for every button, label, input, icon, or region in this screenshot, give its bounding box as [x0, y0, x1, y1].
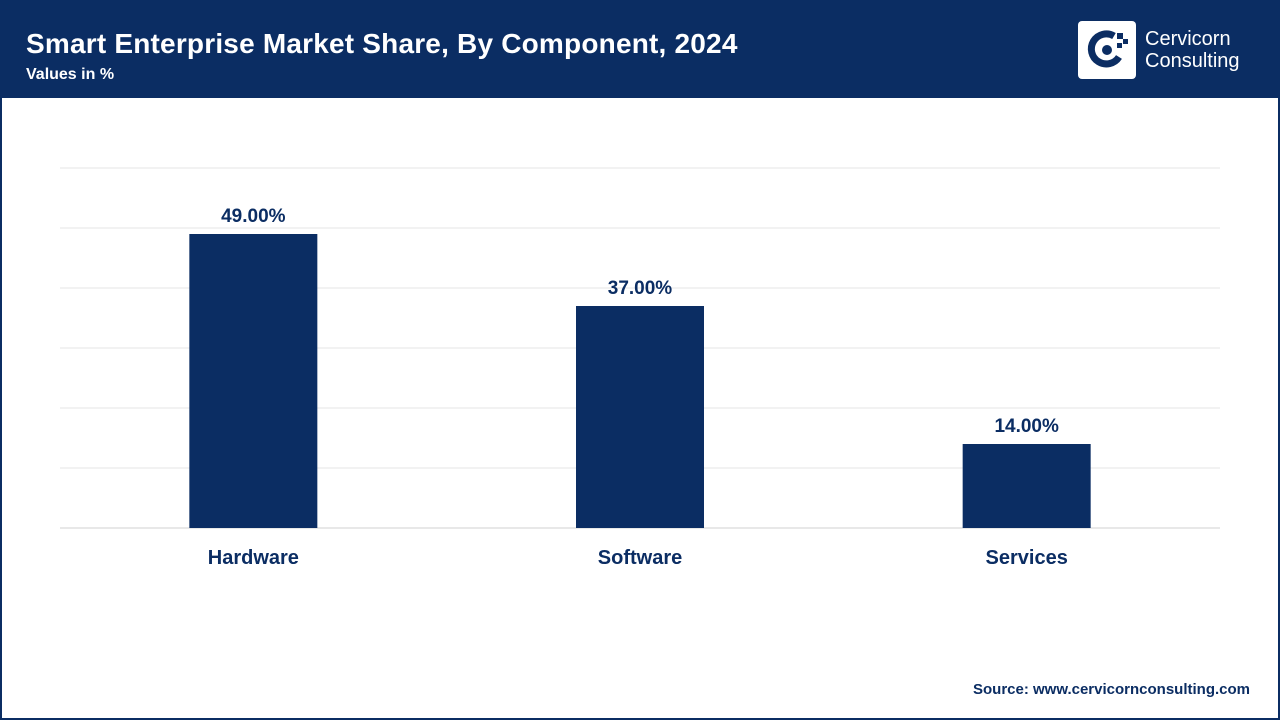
- logo-line-2: Consulting: [1145, 50, 1240, 72]
- chart-title: Smart Enterprise Market Share, By Compon…: [26, 28, 738, 59]
- x-tick-label: Software: [598, 547, 682, 569]
- logo-line-1: Cervicorn: [1145, 28, 1231, 50]
- company-logo: Cervicorn Consulting: [1078, 21, 1240, 79]
- source-note: Source: www.cervicornconsulting.com: [972, 681, 1250, 698]
- data-label: 49.00%: [221, 206, 286, 227]
- header-bar: Smart Enterprise Market Share, By Compon…: [2, 2, 1278, 98]
- logo-wordmark: Cervicorn Consulting: [1145, 28, 1240, 72]
- x-tick-label: Services: [986, 547, 1068, 569]
- bar: [576, 306, 704, 528]
- chart-subtitle: Values in %: [26, 66, 115, 83]
- bar: [189, 234, 318, 528]
- bar-chart: 49.00% Hardware 37.00% Software 14.00% Servic…: [60, 167, 1220, 569]
- logo-mark-icon: [1078, 21, 1136, 79]
- x-tick-label: Hardware: [208, 547, 299, 569]
- bar: [962, 444, 1091, 528]
- data-label: 14.00%: [994, 416, 1059, 437]
- data-label: 37.00%: [608, 278, 673, 299]
